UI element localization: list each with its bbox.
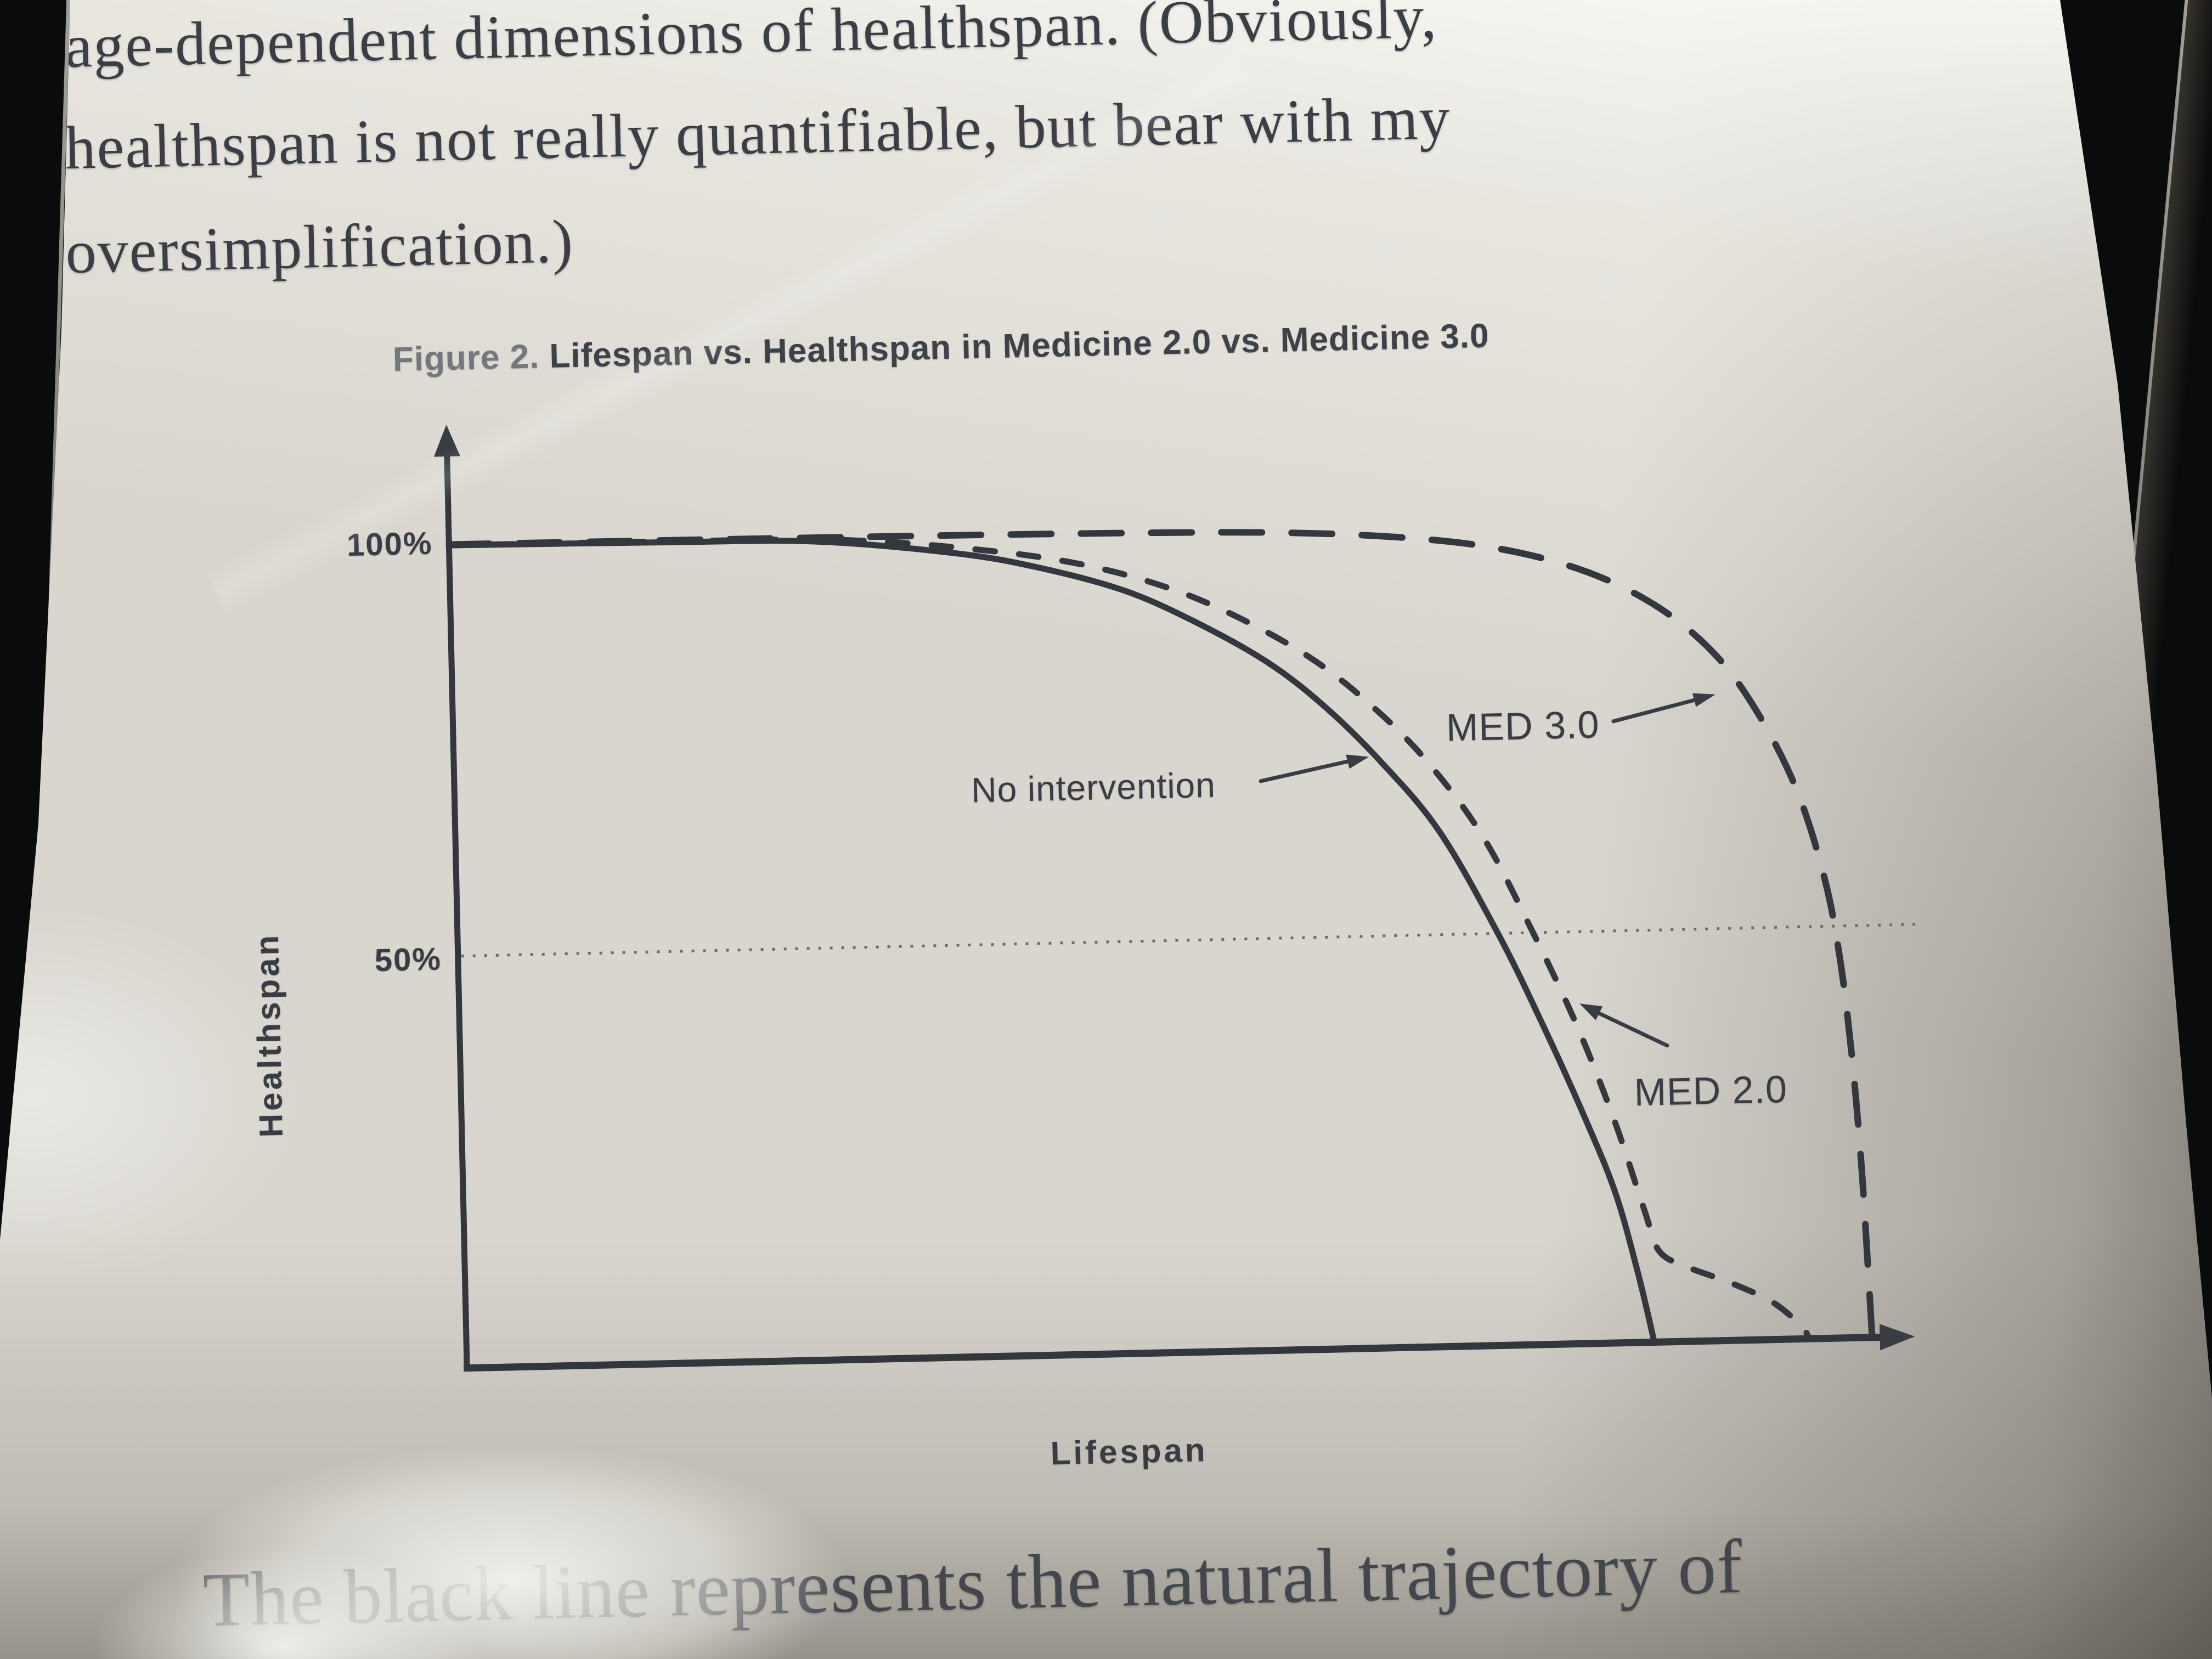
med-3-0-curve (445, 529, 1876, 1341)
med-2-0-annotation-arrow (1579, 1003, 1669, 1048)
y-tick-50: 50% (374, 941, 442, 979)
med-3-0-annotation-arrow (1611, 693, 1716, 724)
y-tick-100: 100% (346, 525, 433, 563)
arrow-head-icon (1692, 693, 1716, 707)
med-2-0-curve (445, 536, 1812, 1342)
gridline-50-percent (461, 923, 1920, 958)
y-axis-title: Healthspan (248, 932, 290, 1138)
no-intervention-label: No intervention (970, 765, 1216, 810)
med-2-0-label: MED 2.0 (1633, 1068, 1788, 1114)
x-axis-arrow-icon (1880, 1324, 1915, 1351)
no-intervention-annotation-arrow (1259, 754, 1369, 783)
no-intervention-curve (445, 538, 1658, 1345)
med-3-0-label: MED 3.0 (1446, 703, 1600, 749)
y-axis (444, 447, 470, 1369)
arrow-head-icon (1579, 1003, 1603, 1020)
y-axis-arrow-icon (433, 425, 460, 457)
x-axis-title: Lifespan (1050, 1431, 1209, 1472)
arrow-head-icon (1346, 754, 1369, 769)
x-axis (463, 1333, 1899, 1372)
